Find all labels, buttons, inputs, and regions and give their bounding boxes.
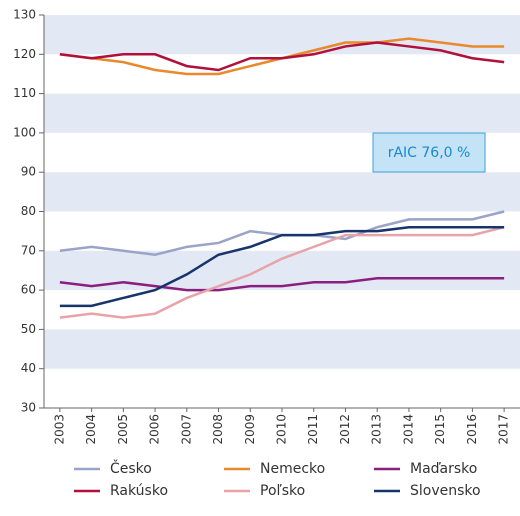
x-tick-label: 2008 <box>211 414 225 445</box>
y-tick-label: 40 <box>21 361 36 375</box>
y-tick-label: 30 <box>21 401 36 415</box>
x-tick-label: 2013 <box>370 414 384 445</box>
y-tick-label: 60 <box>21 283 36 297</box>
x-tick-label: 2017 <box>497 414 511 445</box>
annotation-box <box>372 132 486 173</box>
x-tick-label: 2015 <box>433 414 447 445</box>
x-tick-label: 2014 <box>401 414 415 445</box>
band <box>44 93 520 133</box>
y-tick-label: 100 <box>13 125 36 139</box>
band <box>44 172 520 212</box>
x-tick-label: 2016 <box>465 414 479 445</box>
x-tick-label: 2012 <box>338 414 352 445</box>
line <box>59 210 505 256</box>
x-tick-label: 2007 <box>179 414 193 445</box>
y-tick-label: 80 <box>21 204 36 218</box>
y-tick-label: 130 <box>13 8 36 22</box>
y-tick-label: 90 <box>21 165 36 179</box>
legend-label: Slovensko <box>410 483 481 499</box>
legend-label: Maďarsko <box>410 461 477 477</box>
y-tick-label: 50 <box>21 322 36 336</box>
band <box>44 329 520 369</box>
y-tick-label: 70 <box>21 243 36 257</box>
legend-label: Poľsko <box>260 483 305 499</box>
legend-label: Rakúsko <box>110 483 168 499</box>
legend-label: Česko <box>110 459 152 477</box>
y-tick-label: 120 <box>13 47 36 61</box>
line <box>59 41 505 72</box>
line <box>59 225 505 308</box>
x-tick-label: 2004 <box>84 414 98 445</box>
line <box>59 277 505 292</box>
band <box>44 15 520 55</box>
x-tick-label: 2009 <box>243 414 257 445</box>
annotation: rAIC 76,0 % <box>388 145 471 161</box>
x-tick-label: 2003 <box>52 414 66 445</box>
x-tick-label: 2011 <box>306 414 320 445</box>
x-tick-label: 2005 <box>116 414 130 445</box>
y-tick-label: 110 <box>13 86 36 100</box>
legend-label: Nemecko <box>260 461 325 477</box>
x-tick-label: 2010 <box>275 414 289 445</box>
line <box>59 226 505 319</box>
x-tick-label: 2006 <box>148 414 162 445</box>
